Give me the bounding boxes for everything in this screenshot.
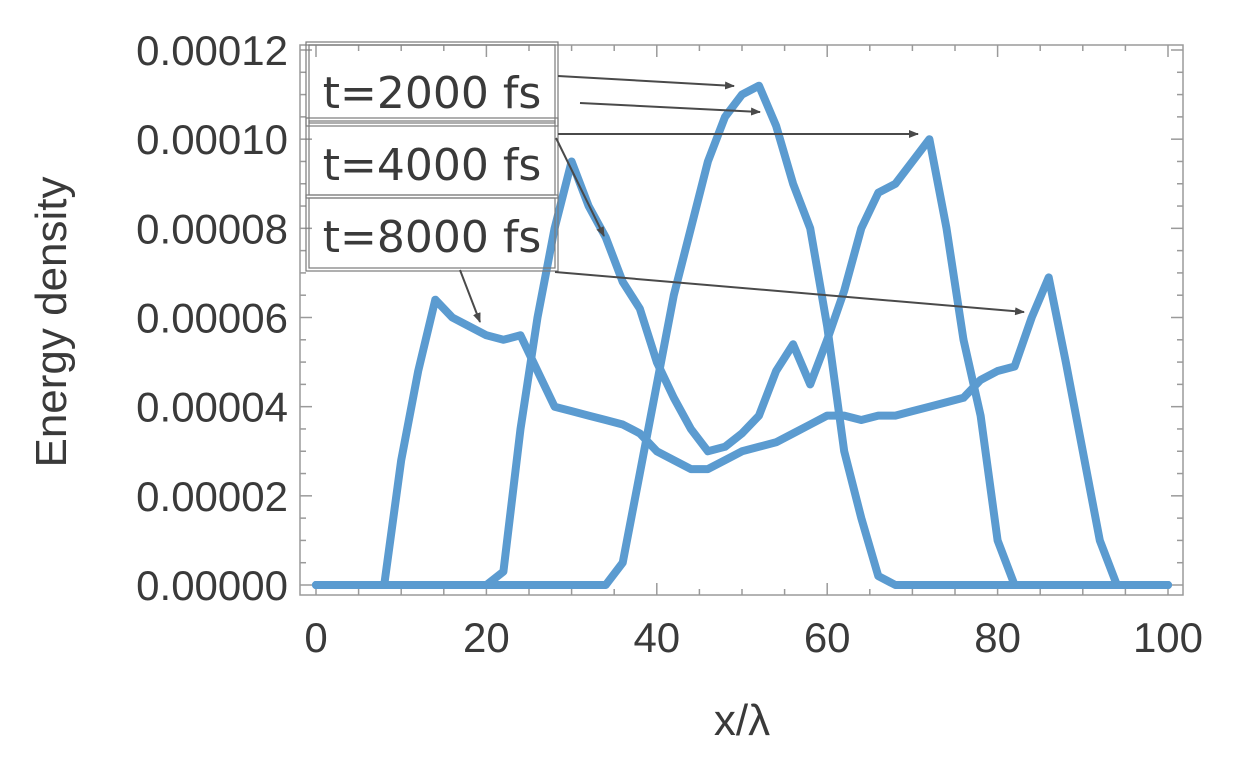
y-tick-label: 0.00010	[136, 116, 288, 163]
annotation-arrow	[558, 76, 734, 86]
annotation-arrow	[460, 270, 480, 322]
series-line-2	[316, 139, 1168, 585]
y-tick-label: 0.00000	[136, 562, 288, 609]
y-tick-label: 0.00002	[136, 473, 288, 520]
x-axis-title: x/λ	[714, 696, 770, 745]
y-axis-title: Energy density	[27, 176, 76, 467]
y-tick-label: 0.00008	[136, 205, 288, 252]
x-tick-label: 80	[974, 614, 1021, 661]
x-tick-label: 20	[463, 614, 510, 661]
y-tick-label: 0.00012	[136, 27, 288, 74]
x-tick-label: 60	[804, 614, 851, 661]
annotation-label: t=8000 fs	[323, 212, 542, 263]
annotation-label: t=2000 fs	[323, 68, 542, 119]
x-tick-label: 0	[304, 614, 327, 661]
y-tick-label: 0.00004	[136, 384, 288, 431]
annotation-label: t=4000 fs	[323, 140, 542, 191]
x-tick-label: 100	[1133, 614, 1203, 661]
x-tick-label: 40	[633, 614, 680, 661]
y-tick-label: 0.00006	[136, 295, 288, 342]
